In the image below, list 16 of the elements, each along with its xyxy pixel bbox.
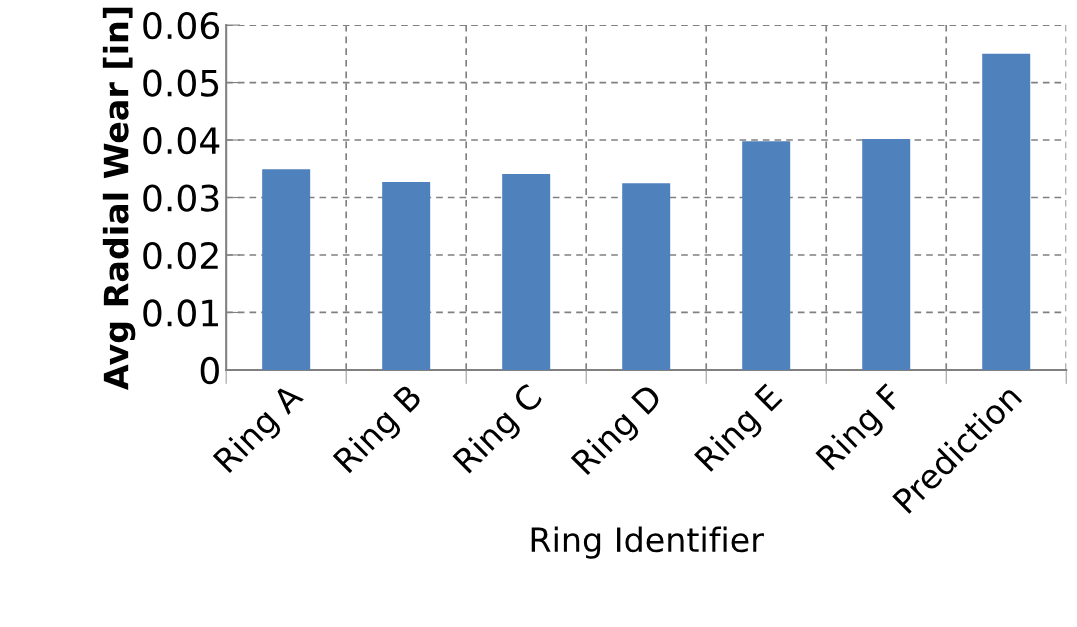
bar [742,141,791,370]
y-axis-title: Avg Radial Wear [in] [102,7,136,390]
y-tick-label: 0 [200,356,219,385]
y-tick-label: 0.03 [143,184,219,212]
bar [382,181,431,370]
x-axis-title: Ring Identifier [531,526,764,559]
y-tick-label: 0.06 [143,12,220,40]
bar [622,183,671,370]
y-tick-label: 0.05 [143,69,219,97]
y-tick-label: 0.01 [143,299,218,327]
bar [982,53,1031,370]
bar [862,138,911,370]
y-tick-label: 0.02 [143,241,218,270]
bar [262,169,311,370]
y-tick-label: 0.04 [143,126,220,155]
bar [502,173,551,370]
